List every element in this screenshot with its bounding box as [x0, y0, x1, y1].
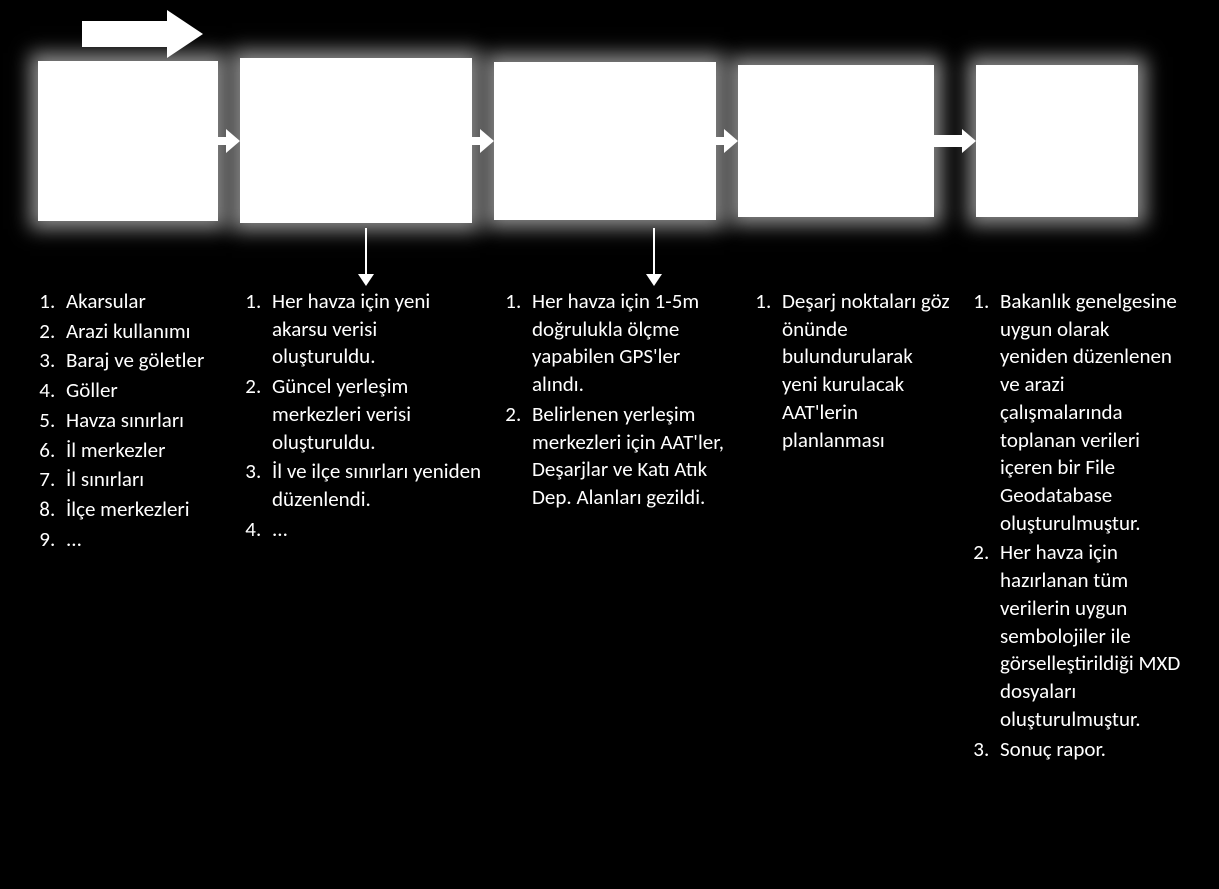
column-5: Bakanlık genelgesine uygun olarak yenide… — [964, 288, 1196, 765]
flow-connector-4 — [934, 129, 976, 153]
list-item: Akarsular — [60, 288, 222, 318]
list-item: Deşarj noktaları göz önünde bulundurular… — [776, 288, 950, 456]
list-item: Her havza için hazırlanan tüm verilerin … — [994, 539, 1182, 735]
column-4: Deşarj noktaları göz önünde bulundurular… — [746, 288, 964, 765]
column-2: Her havza için yeni akarsu verisi oluştu… — [236, 288, 496, 765]
column-1: AkarsularArazi kullanımıBaraj ve göletle… — [30, 288, 236, 765]
list-item: İl ve ilçe sınırları yeniden düzenlendi. — [266, 458, 482, 515]
list-5: Bakanlık genelgesine uygun olarak yenide… — [964, 288, 1182, 765]
down-arrow-2 — [646, 228, 662, 286]
flow-connector-3 — [716, 129, 738, 153]
list-1: AkarsularArazi kullanımıBaraj ve göletle… — [30, 288, 222, 555]
list-item: Belirlenen yerleşim merkezleri için AAT'… — [526, 401, 732, 514]
list-item: Havza sınırları — [60, 407, 222, 437]
list-item: ... — [60, 526, 222, 556]
list-item: İl sınırları — [60, 466, 222, 496]
list-item: İl merkezler — [60, 437, 222, 467]
flow-connector-1 — [218, 129, 240, 153]
list-item: İlçe merkezleri — [60, 496, 222, 526]
list-item: Arazi kullanımı — [60, 318, 222, 348]
flow-box-3 — [494, 62, 716, 220]
list-item: Baraj ve göletler — [60, 347, 222, 377]
list-item: Her havza için yeni akarsu verisi oluştu… — [266, 288, 482, 373]
list-item: ... — [266, 516, 482, 546]
column-3: Her havza için 1-5m doğrulukla ölçme yap… — [496, 288, 746, 765]
list-item: Güncel yerleşim merkezleri verisi oluştu… — [266, 373, 482, 458]
list-item: Bakanlık genelgesine uygun olarak yenide… — [994, 288, 1182, 539]
list-4: Deşarj noktaları göz önünde bulundurular… — [746, 288, 950, 456]
list-item: Her havza için 1-5m doğrulukla ölçme yap… — [526, 288, 732, 401]
down-arrow-1 — [358, 228, 374, 286]
list-2: Her havza için yeni akarsu verisi oluştu… — [236, 288, 482, 545]
list-3: Her havza için 1-5m doğrulukla ölçme yap… — [496, 288, 732, 514]
flow-row — [38, 58, 1138, 223]
flow-box-5 — [976, 65, 1138, 217]
flow-box-4 — [738, 65, 934, 217]
flow-connector-2 — [472, 129, 494, 153]
top-block-arrow — [82, 10, 203, 58]
list-item: Sonuç rapor. — [994, 736, 1182, 766]
list-item: Göller — [60, 377, 222, 407]
flow-box-2 — [240, 58, 472, 223]
columns-container: AkarsularArazi kullanımıBaraj ve göletle… — [30, 288, 1196, 765]
flow-box-1 — [38, 61, 218, 221]
